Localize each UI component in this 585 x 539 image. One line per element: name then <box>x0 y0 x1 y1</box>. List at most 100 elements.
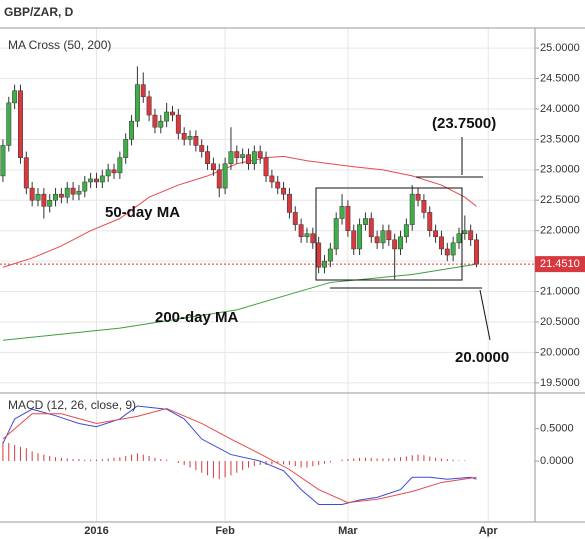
y-tick-label: 23.5000 <box>540 133 580 145</box>
candle-body <box>164 111 170 122</box>
macd-label: MACD (12, 26, close, 9) <box>8 398 136 412</box>
candle-body <box>474 239 479 265</box>
candle-body <box>257 151 263 158</box>
y-tick-label: 24.5000 <box>540 72 580 84</box>
candle-body <box>286 193 292 213</box>
candle-body <box>123 139 129 158</box>
candle-body <box>246 154 251 164</box>
range-box <box>315 187 463 281</box>
candle-body <box>105 169 111 177</box>
candle-body <box>129 120 135 140</box>
candle-body <box>263 157 269 177</box>
candle-body <box>468 230 474 241</box>
candle-body <box>64 187 70 198</box>
candle-body <box>6 102 12 146</box>
candle-body <box>193 136 199 146</box>
candle-body <box>82 181 88 192</box>
candle-body <box>152 114 158 128</box>
y-tick-label: 22.5000 <box>540 194 580 206</box>
candle-body <box>304 233 310 238</box>
candle-body <box>70 187 76 195</box>
line <box>2 408 477 504</box>
y-tick-label: 22.0000 <box>540 225 580 237</box>
marks <box>0 66 535 505</box>
candle-body <box>327 248 333 262</box>
candle-body <box>35 193 41 201</box>
y-tick-label: 20.5000 <box>540 316 580 328</box>
y-tick-label: 24.0000 <box>540 103 580 115</box>
candle-body <box>415 193 421 201</box>
candle-body <box>29 187 35 201</box>
candle-body <box>99 175 105 183</box>
annotation: 20.0000 <box>455 349 509 366</box>
candle-body <box>281 187 287 195</box>
candle-body <box>380 230 386 244</box>
candle-body <box>18 90 23 158</box>
candle-body <box>392 239 398 250</box>
candle-body <box>398 236 403 250</box>
candle-body <box>310 233 316 244</box>
candle-body <box>427 212 433 231</box>
candle-body <box>351 230 357 250</box>
last-price-box <box>535 256 585 273</box>
candle-body <box>234 151 240 158</box>
x-tick-label: Mar <box>338 525 358 537</box>
candle-body <box>298 224 304 238</box>
candle-body <box>450 242 456 256</box>
line <box>2 405 477 505</box>
candle-body <box>362 218 368 225</box>
candle-body <box>240 154 246 158</box>
candle-body <box>333 218 339 250</box>
candle-body <box>316 242 322 268</box>
candle-body <box>433 230 439 238</box>
candle-body <box>228 151 234 164</box>
y-tick-label: 20.0000 <box>540 346 580 358</box>
indicator-label: MA Cross (50, 200) <box>8 38 111 52</box>
candle-body <box>111 169 117 174</box>
chart-title: GBP/ZAR, D <box>4 5 74 19</box>
candle-body <box>345 206 351 231</box>
candle-body <box>58 193 64 198</box>
candle-body <box>0 145 6 177</box>
candle-body <box>210 163 216 171</box>
candle-body <box>181 133 187 140</box>
y-tick-label: 25.0000 <box>540 42 580 54</box>
candle-body <box>88 178 94 183</box>
ma-label: 50-day MA <box>105 204 180 221</box>
x-tick-label: Feb <box>215 525 235 537</box>
candle-body <box>251 151 257 164</box>
candle-body <box>409 193 415 225</box>
y-tick-label: 23.0000 <box>540 164 580 176</box>
candle-body <box>23 157 29 189</box>
last-price-label: 21.4510 <box>540 258 580 270</box>
y-tick-label: 19.5000 <box>540 377 580 389</box>
candle-body <box>94 178 99 183</box>
candle-body <box>199 145 205 152</box>
pointer-line <box>479 289 491 341</box>
candle-body <box>275 181 281 189</box>
candle-body <box>41 193 47 207</box>
candle-body <box>444 248 450 256</box>
y-tick-label: 0.5000 <box>540 423 574 435</box>
candle-body <box>170 111 175 116</box>
candle-body <box>205 151 211 164</box>
candle-body <box>374 236 380 244</box>
candle-body <box>47 200 53 207</box>
y-tick-label: 21.0000 <box>540 285 580 297</box>
candle-body <box>187 136 193 140</box>
annotation: (23.7500) <box>432 115 496 132</box>
candle-body <box>216 169 222 189</box>
candle-body <box>269 175 275 183</box>
grid <box>0 28 535 522</box>
candle-body <box>222 163 228 189</box>
candle-body <box>368 218 374 238</box>
candle-body <box>357 224 363 250</box>
ma-label: 200-day MA <box>155 309 239 326</box>
candle-body <box>421 200 427 213</box>
candle-body <box>403 224 409 238</box>
candle-body <box>339 206 345 219</box>
candle-body <box>158 120 164 128</box>
candle-body <box>117 157 123 174</box>
